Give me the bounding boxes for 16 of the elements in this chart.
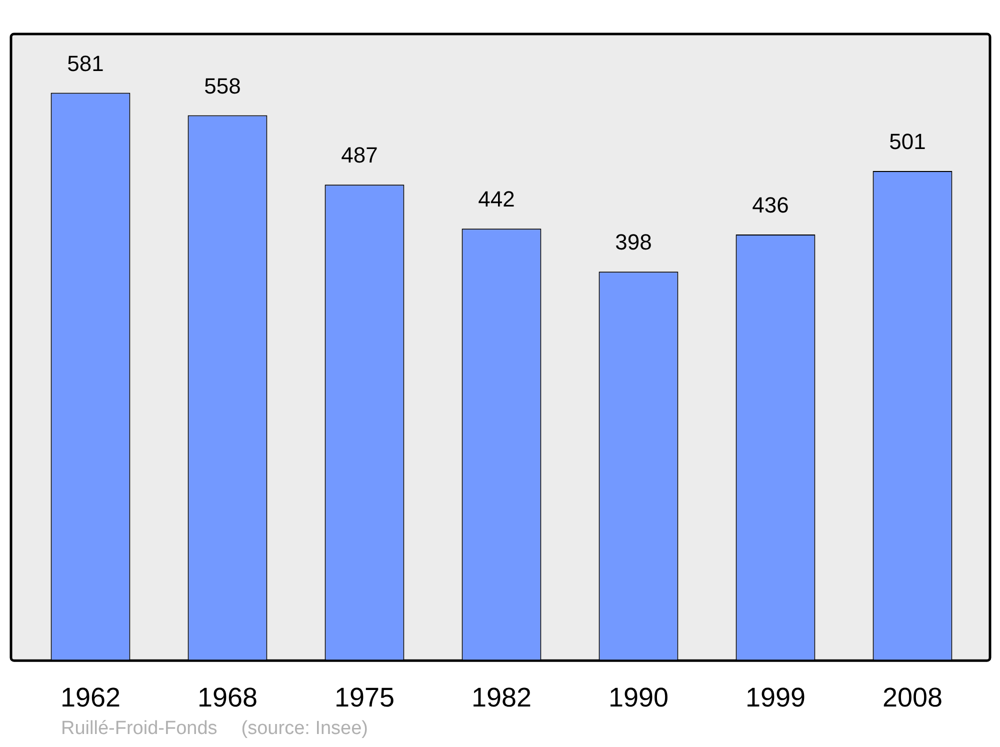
data-label: 398 bbox=[615, 230, 652, 255]
data-label: 558 bbox=[204, 73, 241, 98]
x-tick-label: 1990 bbox=[608, 682, 669, 712]
text: Ruillé-Froid-Fonds bbox=[61, 718, 218, 739]
x-tick-label: 2008 bbox=[882, 682, 943, 712]
data-label: 581 bbox=[67, 50, 104, 76]
data-label: 487 bbox=[341, 142, 378, 168]
data-label: 436 bbox=[752, 192, 789, 218]
x-tick-label: 1999 bbox=[745, 682, 806, 712]
x-tick-label: 1975 bbox=[334, 682, 395, 712]
x-tick-label: 1968 bbox=[197, 682, 258, 712]
text: (source: Insee) bbox=[241, 718, 368, 739]
data-label: 501 bbox=[889, 129, 926, 154]
x-tick-label: 1982 bbox=[471, 682, 532, 712]
x-tick-label: 1962 bbox=[60, 682, 121, 712]
data-label: 442 bbox=[478, 186, 515, 212]
